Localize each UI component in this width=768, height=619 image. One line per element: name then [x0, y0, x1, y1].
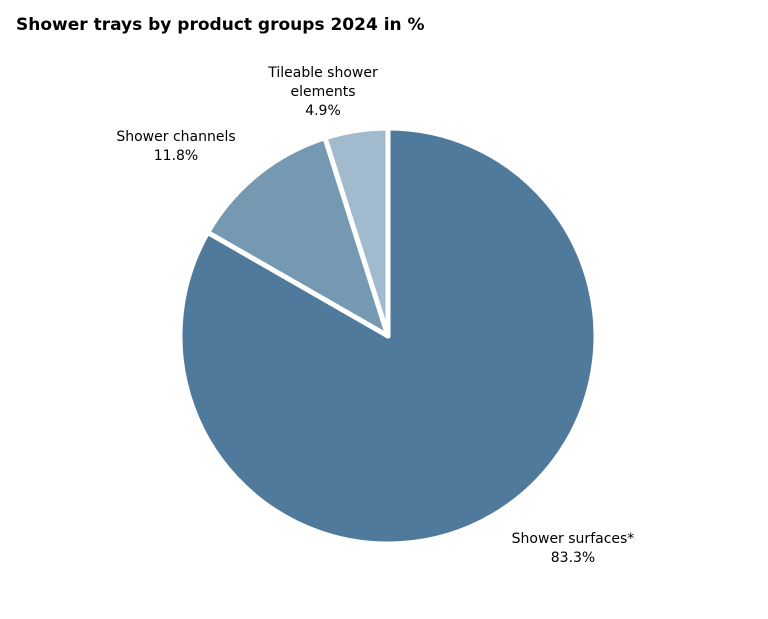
- slice-value-shower-channels: 11.8%: [154, 148, 198, 164]
- pie-slice-shower-channels: [205, 135, 391, 339]
- slice-label-tileable-line-1: Tileable shower: [267, 65, 378, 81]
- slice-value-shower-surfaces: 83.3%: [551, 550, 595, 566]
- chart-title: Shower trays by product groups 2024 in %: [16, 15, 425, 35]
- pie-slice-tileable-shower-elements: [322, 125, 391, 339]
- slice-label-tileable-line-2: elements: [290, 84, 355, 100]
- slice-value-tileable: 4.9%: [305, 103, 341, 119]
- slice-label-shower-surfaces: Shower surfaces*: [512, 531, 635, 547]
- pie-slices: [177, 125, 599, 547]
- pie-labels: Shower surfaces* 83.3% Shower channels 1…: [116, 65, 634, 566]
- slice-label-shower-channels: Shower channels: [116, 129, 235, 145]
- pie-slice-shower-surfaces: [177, 125, 599, 547]
